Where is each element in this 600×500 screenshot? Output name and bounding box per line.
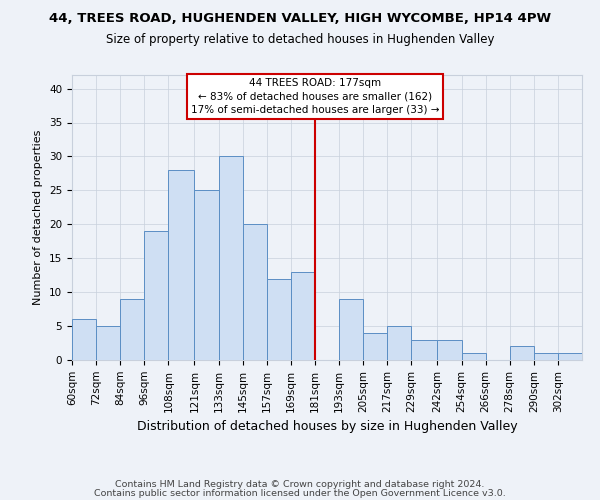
Y-axis label: Number of detached properties: Number of detached properties [34,130,43,305]
Bar [120,299,144,360]
X-axis label: Distribution of detached houses by size in Hughenden Valley: Distribution of detached houses by size … [137,420,517,433]
Bar [387,326,412,360]
Bar [169,170,194,360]
Bar [194,190,218,360]
Bar [339,299,363,360]
Bar [461,353,485,360]
Bar [72,320,96,360]
Bar [510,346,534,360]
Text: Contains HM Land Registry data © Crown copyright and database right 2024.: Contains HM Land Registry data © Crown c… [115,480,485,489]
Bar [437,340,461,360]
Bar [412,340,437,360]
Bar [144,231,169,360]
Text: 44, TREES ROAD, HUGHENDEN VALLEY, HIGH WYCOMBE, HP14 4PW: 44, TREES ROAD, HUGHENDEN VALLEY, HIGH W… [49,12,551,26]
Text: Contains public sector information licensed under the Open Government Licence v3: Contains public sector information licen… [94,488,506,498]
Bar [534,353,558,360]
Text: 44 TREES ROAD: 177sqm
← 83% of detached houses are smaller (162)
17% of semi-det: 44 TREES ROAD: 177sqm ← 83% of detached … [191,78,439,115]
Bar [96,326,120,360]
Bar [363,333,387,360]
Bar [218,156,242,360]
Text: Size of property relative to detached houses in Hughenden Valley: Size of property relative to detached ho… [106,32,494,46]
Bar [242,224,267,360]
Bar [267,278,291,360]
Bar [291,272,315,360]
Bar [558,353,582,360]
